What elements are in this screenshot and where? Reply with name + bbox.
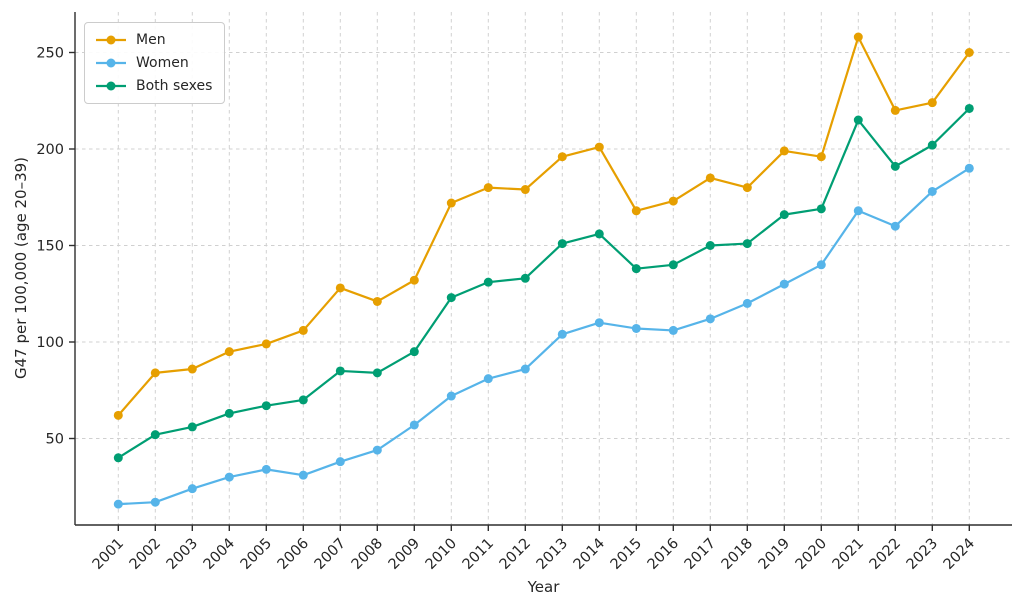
svg-text:2017: 2017: [682, 536, 719, 573]
svg-text:2024: 2024: [941, 536, 978, 573]
both-sexes-line-marker-icon: [96, 81, 126, 91]
svg-text:250: 250: [36, 45, 64, 61]
y-axis-title: G47 per 100,000 (age 20–39): [12, 156, 30, 380]
svg-text:2003: 2003: [164, 536, 201, 573]
svg-text:2012: 2012: [497, 536, 534, 573]
series-both-sexes: [113, 103, 974, 463]
men-line-marker-icon: [96, 35, 126, 45]
svg-text:2015: 2015: [608, 536, 645, 573]
svg-text:2002: 2002: [127, 536, 164, 573]
women-line-marker-icon: [96, 58, 126, 68]
svg-text:2016: 2016: [645, 536, 682, 573]
svg-text:2022: 2022: [867, 536, 904, 573]
y-tick-labels: 50 100 150 200 250: [36, 45, 64, 447]
svg-text:2018: 2018: [719, 536, 756, 573]
svg-text:2001: 2001: [90, 536, 127, 573]
legend-label-women: Women: [136, 55, 189, 71]
svg-text:2004: 2004: [201, 536, 238, 573]
svg-text:2011: 2011: [460, 536, 497, 573]
svg-text:2019: 2019: [756, 536, 793, 573]
legend-item-men: Men: [94, 30, 212, 50]
legend-item-both-sexes: Both sexes: [94, 76, 212, 96]
svg-text:2007: 2007: [312, 536, 349, 573]
svg-text:50: 50: [46, 431, 64, 447]
svg-text:2014: 2014: [571, 536, 608, 573]
x-tick-labels: 2001 2002 2003 2004 2005 2006 2007 2008 2009 2010…: [90, 536, 978, 573]
svg-text:2010: 2010: [423, 536, 460, 573]
x-axis-title: Year: [527, 578, 560, 596]
svg-text:150: 150: [36, 238, 64, 254]
svg-text:2008: 2008: [349, 536, 386, 573]
axis-spines: [74, 12, 1012, 526]
legend: Men Women Both sexes: [84, 22, 226, 104]
legend-label-both-sexes: Both sexes: [136, 78, 213, 94]
series-women: [113, 163, 974, 509]
svg-text:100: 100: [36, 335, 64, 351]
legend-item-women: Women: [94, 53, 212, 73]
tick-marks: [69, 51, 970, 531]
svg-text:2009: 2009: [386, 536, 423, 573]
svg-text:2021: 2021: [830, 536, 867, 573]
svg-text:2020: 2020: [793, 536, 830, 573]
legend-label-men: Men: [136, 32, 166, 48]
svg-text:200: 200: [36, 142, 64, 158]
series-men: [113, 32, 974, 420]
svg-text:2005: 2005: [238, 536, 275, 573]
svg-text:2023: 2023: [904, 536, 941, 573]
gridlines: [75, 12, 1012, 525]
svg-text:2013: 2013: [534, 536, 571, 573]
svg-text:2006: 2006: [275, 536, 312, 573]
